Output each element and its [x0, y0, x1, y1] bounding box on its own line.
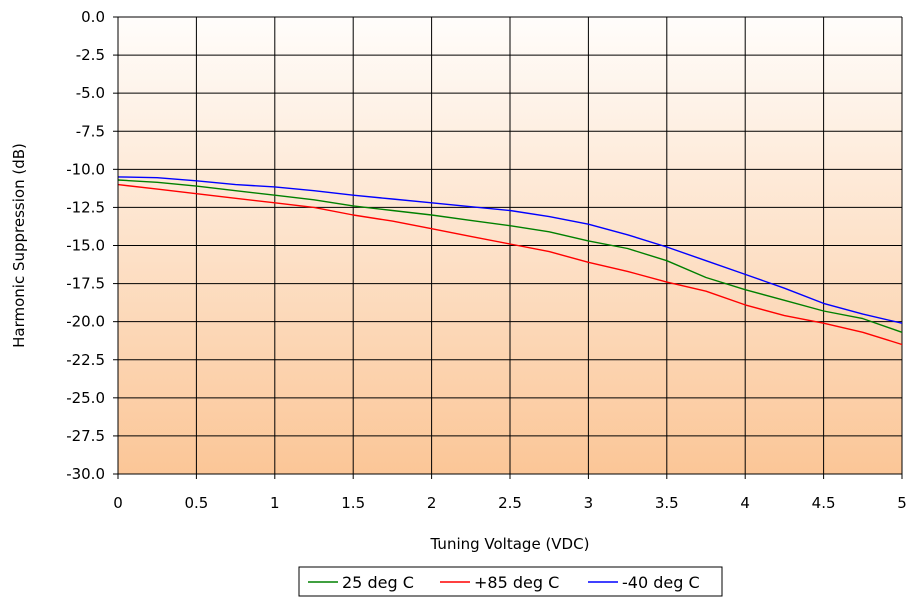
y-tick-label: -7.5 — [76, 122, 105, 140]
x-tick-label: 2.5 — [498, 494, 522, 512]
y-tick-label: -17.5 — [66, 275, 105, 293]
x-tick-label: 0 — [113, 494, 123, 512]
x-tick-label: 1.5 — [341, 494, 365, 512]
y-tick-label: -15.0 — [66, 237, 105, 255]
x-tick-label: 5 — [897, 494, 907, 512]
y-axis-title: Harmonic Suppression (dB) — [10, 143, 28, 348]
x-tick-label: 3.5 — [655, 494, 679, 512]
axes — [113, 16, 903, 479]
x-tick-label: 4 — [740, 494, 750, 512]
y-tick-label: -22.5 — [66, 351, 105, 369]
x-tick-label: 1 — [270, 494, 280, 512]
x-tick-label: 3 — [584, 494, 594, 512]
series-line-1 — [117, 183, 903, 346]
y-tick-label: -5.0 — [76, 84, 105, 102]
series-line-0 — [117, 179, 903, 333]
series-lines — [117, 176, 903, 346]
x-tick-label: 2 — [427, 494, 437, 512]
y-tick-label: -25.0 — [66, 389, 105, 407]
y-tick-label: -20.0 — [66, 313, 105, 331]
y-tick-label: -2.5 — [76, 46, 105, 64]
y-tick-label: -30.0 — [66, 465, 105, 483]
legend: 25 deg C +85 deg C -40 deg C — [298, 566, 723, 597]
x-tick-label: 4.5 — [812, 494, 836, 512]
y-tick-label: -12.5 — [66, 198, 105, 216]
x-tick-label: 0.5 — [184, 494, 208, 512]
series-line-2 — [117, 176, 903, 324]
legend-label-series-1: +85 deg C — [474, 573, 559, 592]
legend-label-series-0: 25 deg C — [342, 573, 414, 592]
legend-label-series-2: -40 deg C — [622, 573, 700, 592]
y-tick-label: 0.0 — [81, 8, 105, 26]
y-tick-label: -10.0 — [66, 160, 105, 178]
tick-labels: 0 0.5 1 1.5 2 2.5 3 3.5 4 4.5 5 0.0 -2.5 -5.0 -7.5 -10.… — [66, 8, 907, 512]
x-axis-title: Tuning Voltage (VDC) — [430, 535, 590, 553]
y-tick-label: -27.5 — [66, 427, 105, 445]
legend-box — [298, 566, 723, 597]
